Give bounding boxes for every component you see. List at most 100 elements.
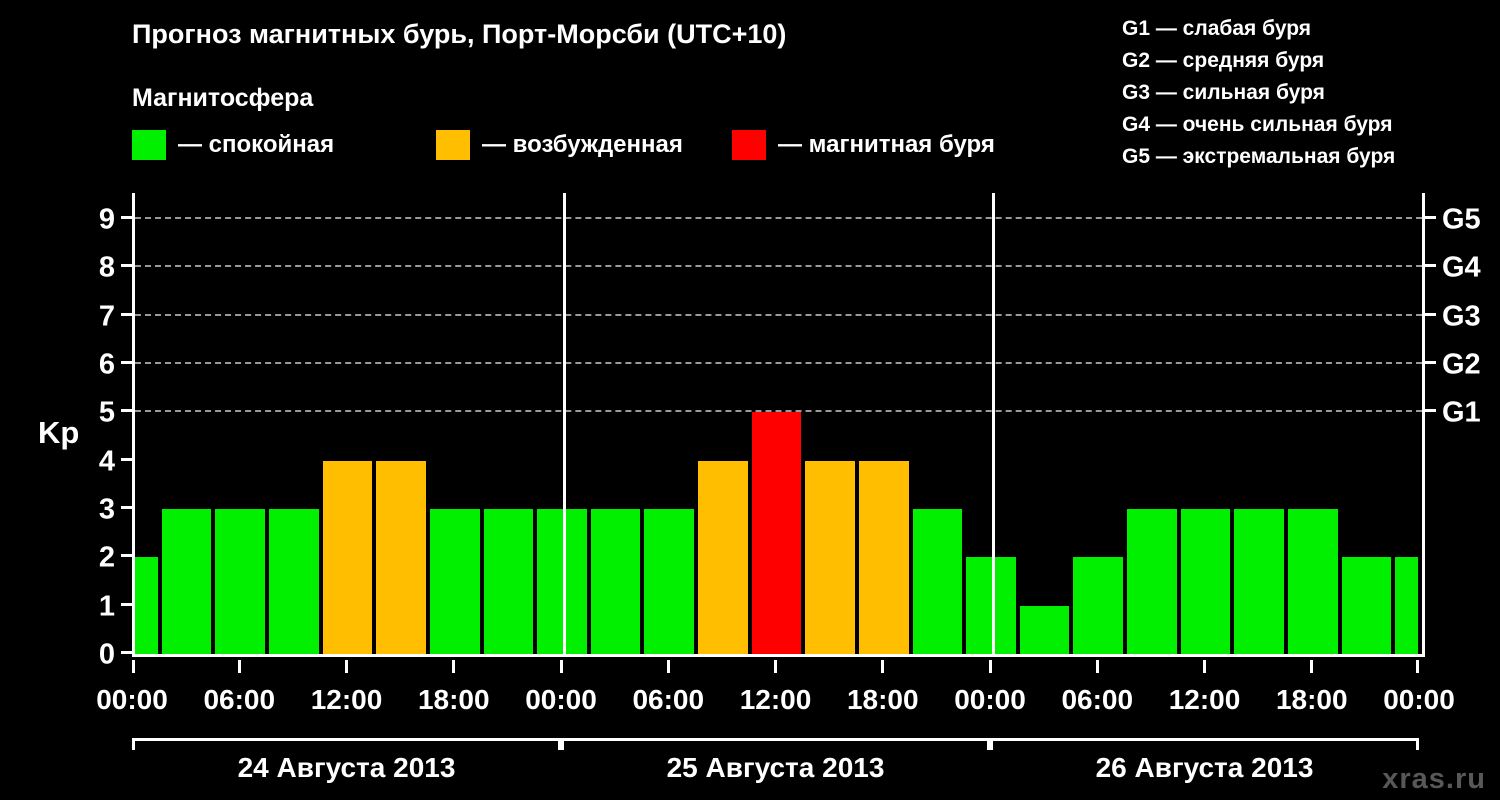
x-tick-42h <box>881 660 885 673</box>
x-tick-72h <box>1416 660 1419 673</box>
bar <box>1073 557 1124 654</box>
y-axis-title: Kp <box>38 415 80 450</box>
bar <box>644 509 695 654</box>
magnetosphere-legend-heading: Магнитосфера <box>132 84 314 112</box>
chart-plot-area: 0 1 2 3 4 5 6 7 8 9 G1 G2 G3 G4 G5 <box>99 193 1481 669</box>
bar <box>537 509 587 654</box>
x-tick-60h <box>1203 660 1206 673</box>
y-tick-8 <box>121 264 134 268</box>
bar <box>215 509 266 654</box>
gridline-kp-5 <box>135 410 1422 413</box>
legend-entry-storm: — магнитная буря <box>732 130 995 160</box>
g-scale-row-g1: G1 — слабая буря <box>1122 17 1312 40</box>
bar <box>429 509 480 654</box>
y-tick-4 <box>121 457 134 461</box>
x-axis-ticks <box>132 660 1425 674</box>
y-tick-label-2: 2 <box>98 541 115 574</box>
bar <box>135 557 158 654</box>
g-tick-label-G4: G4 <box>1442 251 1481 284</box>
g-scale-row-g3: G3 — сильная буря <box>1122 81 1325 104</box>
x-tick-36h <box>774 660 777 673</box>
x-time-label-48h: 00:00 <box>954 684 1026 715</box>
g-tick-G1 <box>1423 409 1436 413</box>
g-tick-label-G5: G5 <box>1442 203 1481 236</box>
x-tick-24h <box>559 660 563 673</box>
g-scale-legend: G1 — слабая буря G2 — средняя буря G3 — … <box>1122 13 1492 173</box>
g-tick-G4 <box>1423 264 1436 268</box>
y-tick-label-6: 6 <box>98 348 115 381</box>
g-scale-row-g4: G4 — очень сильная буря <box>1122 113 1393 136</box>
x-time-label-6h: 06:00 <box>203 684 276 715</box>
y-tick-label-5: 5 <box>98 396 115 429</box>
y-tick-label-7: 7 <box>98 300 115 333</box>
date-bracket-2 <box>990 738 1419 750</box>
x-time-label-60h: 12:00 <box>1168 684 1241 715</box>
gridline-kp-6 <box>135 362 1422 364</box>
bar <box>1019 605 1070 654</box>
gridline-kp-7 <box>135 313 1422 316</box>
x-time-label-42h: 18:00 <box>846 684 919 715</box>
x-time-label-0h: 00:00 <box>96 684 168 715</box>
bar <box>483 509 534 654</box>
chart-plot-inner <box>135 193 1422 654</box>
x-time-label-12h: 12:00 <box>310 684 383 715</box>
y-tick-0 <box>121 651 134 654</box>
x-tick-30h <box>666 660 670 673</box>
x-tick-66h <box>1310 660 1314 673</box>
g-tick-G3 <box>1423 312 1436 316</box>
y-tick-3 <box>121 506 134 509</box>
date-label-1: 25 Августа 2013 <box>666 752 885 783</box>
legend-entry-excited: — возбужденная <box>436 130 732 160</box>
quiet-swatch-icon <box>132 130 166 160</box>
x-tick-12h <box>345 660 348 673</box>
bar <box>1234 509 1284 654</box>
bar <box>1341 557 1392 654</box>
gridline-kp-8 <box>135 265 1422 268</box>
date-label-2: 26 Августа 2013 <box>1095 752 1314 783</box>
x-time-label-30h: 06:00 <box>632 684 705 715</box>
bar <box>1395 557 1418 654</box>
y-tick-label-0: 0 <box>98 638 115 671</box>
y-tick-label-4: 4 <box>98 445 115 478</box>
bar <box>912 509 963 654</box>
y-tick-label-1: 1 <box>98 590 115 623</box>
bar <box>1287 509 1338 654</box>
bar <box>698 460 748 654</box>
storm-swatch-icon <box>732 130 766 160</box>
bar <box>376 460 426 654</box>
x-tick-54h <box>1095 660 1099 673</box>
bar <box>322 460 373 654</box>
bar <box>966 557 1016 654</box>
x-time-label-54h: 06:00 <box>1061 684 1134 715</box>
magnetosphere-legend: Магнитосфера — спокойная — возбужденная … <box>132 84 995 160</box>
legend-entry-quiet: — спокойная <box>132 130 436 160</box>
bar <box>1180 509 1231 654</box>
bar <box>751 412 802 654</box>
legend-label-quiet: — спокойная <box>178 131 335 158</box>
gridline-kp-9 <box>135 217 1422 219</box>
x-axis-labels: 00:00 06:00 12:00 18:00 00:00 06:00 12:00 18:00… <box>0 684 1500 720</box>
g-tick-G5 <box>1423 216 1436 219</box>
x-time-label-18h: 18:00 <box>417 684 490 715</box>
g-tick-label-G2: G2 <box>1442 348 1481 381</box>
x-tick-18h <box>452 660 456 673</box>
excited-swatch-icon <box>436 130 470 160</box>
day-separator-48h <box>991 193 995 654</box>
bar <box>161 509 212 654</box>
x-tick-0h <box>132 660 135 673</box>
y-tick-label-9: 9 <box>98 203 115 236</box>
legend-label-excited: — возбужденная <box>482 131 683 158</box>
y-tick-6 <box>121 361 134 364</box>
bar <box>269 509 319 654</box>
day-separator-24h <box>562 193 566 654</box>
y-tick-7 <box>121 312 134 316</box>
g-tick-label-G3: G3 <box>1442 300 1481 333</box>
y-tick-9 <box>121 216 134 219</box>
y-tick-1 <box>121 602 134 606</box>
g-scale-row-g2: G2 — средняя буря <box>1122 49 1325 72</box>
x-time-label-72h: 00:00 <box>1383 684 1455 715</box>
g-tick-label-G1: G1 <box>1442 396 1481 429</box>
date-label-0: 24 Августа 2013 <box>237 752 456 783</box>
y-tick-label-3: 3 <box>98 493 115 526</box>
x-tick-48h <box>988 660 992 673</box>
